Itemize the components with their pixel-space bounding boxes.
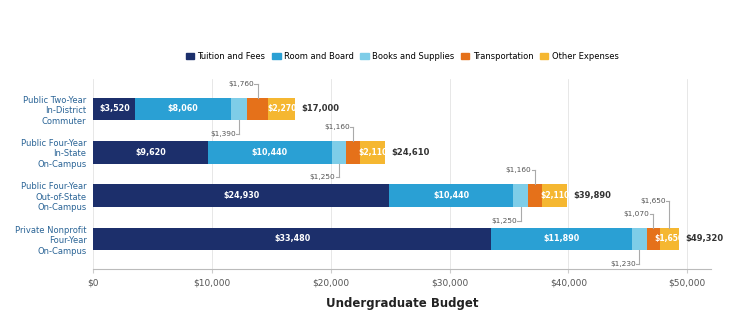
Bar (647, 227, 659, 250)
Bar (247, 98, 269, 120)
Text: $1,650: $1,650 (640, 198, 666, 204)
Text: $2,110: $2,110 (540, 191, 569, 200)
Bar (491, 227, 632, 250)
Text: $2,270: $2,270 (267, 104, 297, 113)
Bar (208, 141, 332, 163)
Text: $2,110: $2,110 (358, 148, 388, 157)
Text: $9,620: $9,620 (135, 148, 166, 157)
Bar (528, 184, 542, 207)
Text: $8,060: $8,060 (168, 104, 198, 113)
Bar (231, 98, 247, 120)
Text: $1,250: $1,250 (491, 218, 517, 224)
Legend: Tuition and Fees, Room and Board, Books and Supplies, Transportation, Other Expe: Tuition and Fees, Room and Board, Books … (183, 48, 622, 64)
Bar (346, 141, 360, 163)
Text: $39,890: $39,890 (573, 191, 611, 200)
Bar (659, 227, 679, 250)
Text: $24,930: $24,930 (223, 191, 260, 200)
Text: $1,160: $1,160 (324, 124, 350, 130)
Bar (360, 141, 386, 163)
Text: $1,160: $1,160 (506, 167, 531, 174)
Bar (542, 184, 567, 207)
Text: $11,890: $11,890 (543, 234, 579, 243)
Text: $49,320: $49,320 (685, 234, 723, 243)
Bar (93, 227, 491, 250)
Bar (135, 98, 231, 120)
Bar (93, 184, 389, 207)
Text: $1,250: $1,250 (310, 175, 335, 180)
Bar (93, 98, 135, 120)
Text: $1,650: $1,650 (655, 234, 684, 243)
Text: $1,760: $1,760 (229, 81, 255, 87)
Text: $1,070: $1,070 (624, 211, 650, 217)
Text: $1,230: $1,230 (610, 261, 636, 267)
Bar (632, 227, 647, 250)
Text: $1,390: $1,390 (210, 131, 235, 137)
Text: $24,610: $24,610 (391, 148, 430, 157)
Text: $10,440: $10,440 (252, 148, 288, 157)
Text: $3,520: $3,520 (99, 104, 130, 113)
Text: $33,480: $33,480 (274, 234, 310, 243)
Text: $10,440: $10,440 (434, 191, 469, 200)
Text: $17,000: $17,000 (301, 104, 339, 113)
X-axis label: Undergraduate Budget: Undergraduate Budget (326, 297, 479, 310)
Bar (93, 141, 208, 163)
Bar (389, 184, 514, 207)
Bar (269, 98, 295, 120)
Bar (332, 141, 346, 163)
Bar (514, 184, 528, 207)
